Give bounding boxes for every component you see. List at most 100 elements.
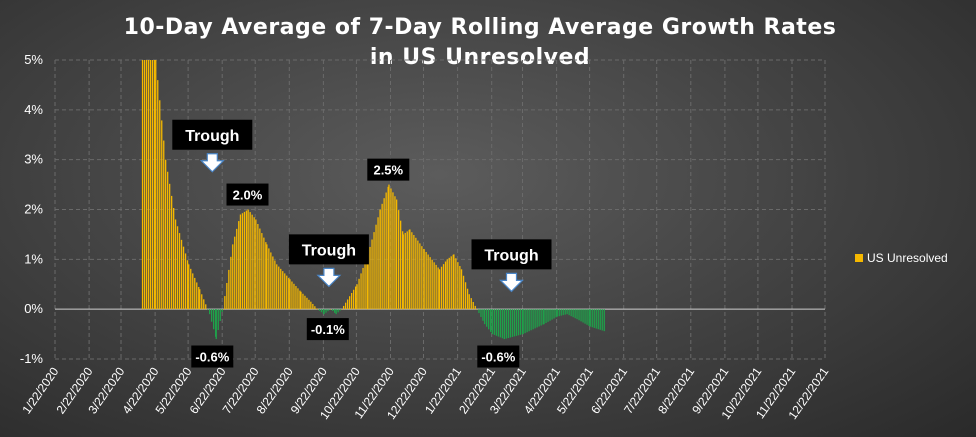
series-bar <box>511 309 514 337</box>
series-bar <box>161 120 163 310</box>
series-bar <box>497 309 499 337</box>
series-bar <box>396 199 398 310</box>
series-bar <box>243 211 246 310</box>
series-bar <box>221 309 223 312</box>
series-bar <box>528 309 530 332</box>
series-bar <box>198 286 200 310</box>
series-bar <box>472 301 474 310</box>
series-bar <box>265 242 267 310</box>
y-tick-label: 5% <box>24 52 43 67</box>
series-bar <box>238 221 240 310</box>
series-bar <box>549 309 551 321</box>
series-bar <box>291 281 293 310</box>
legend-swatch <box>855 254 863 262</box>
series-bar <box>339 309 341 311</box>
y-tick-label: 3% <box>24 152 43 167</box>
series-bar <box>230 256 232 310</box>
series-bar <box>196 282 198 310</box>
trough-callout-label: Trough <box>484 247 538 264</box>
series-bar <box>491 309 493 335</box>
series-bar <box>582 309 584 323</box>
series-bar <box>358 278 360 310</box>
series-bar <box>425 251 427 310</box>
series-bar <box>353 289 355 310</box>
data-label-box <box>191 345 234 368</box>
series-bar <box>522 309 524 335</box>
series-bar <box>325 309 327 313</box>
series-bar <box>545 309 547 323</box>
series-bar <box>542 309 544 325</box>
series-bar <box>453 254 455 310</box>
series-bar <box>572 309 574 318</box>
series-bar <box>402 234 404 310</box>
series-bar <box>543 309 545 325</box>
series-bar <box>323 309 325 315</box>
series-bar <box>314 306 316 310</box>
y-tick-label: 1% <box>24 251 43 266</box>
series-bar <box>141 60 144 310</box>
series-bar <box>499 309 501 338</box>
series-bar <box>169 183 171 310</box>
series-bar <box>163 140 165 310</box>
series-bar <box>526 309 528 333</box>
series-bar <box>524 309 526 334</box>
series-bar <box>318 309 321 311</box>
chart-title: 10-Day Average of 7-Day Rolling Average … <box>123 15 837 40</box>
series-bar <box>558 309 560 317</box>
series-bar <box>266 244 268 310</box>
series-bar <box>302 293 304 310</box>
series-bar <box>286 275 288 310</box>
series-bar <box>327 309 329 312</box>
series-bar <box>366 257 368 310</box>
data-label: 2.0% <box>233 188 263 203</box>
series-bar <box>247 209 249 310</box>
series-bar <box>484 309 486 325</box>
series-bar <box>562 309 564 316</box>
series-bar <box>173 207 175 310</box>
series-bar <box>390 188 392 310</box>
series-bar <box>381 203 383 310</box>
series-bar <box>308 299 310 310</box>
series-bar <box>213 309 215 330</box>
series-bar <box>282 271 284 310</box>
series-bar <box>316 308 318 310</box>
series-bar <box>203 299 205 310</box>
series-bar <box>482 309 484 321</box>
legend: US Unresolved <box>855 251 948 265</box>
series-bar <box>442 264 445 310</box>
series-bar <box>304 295 306 310</box>
series-bar <box>176 226 179 310</box>
series-bar <box>278 266 280 310</box>
series-bar <box>459 266 461 310</box>
series-bar <box>423 249 425 310</box>
series-bar <box>375 224 377 310</box>
series-bar <box>437 267 439 310</box>
series-bar <box>306 297 308 310</box>
series-bar <box>599 309 601 330</box>
series-bar <box>349 296 351 310</box>
series-bar <box>355 286 357 310</box>
series-bar <box>507 309 510 338</box>
series-bar <box>521 309 524 335</box>
series-bar <box>568 309 570 316</box>
series-bar <box>490 309 492 332</box>
series-bar <box>555 309 557 318</box>
series-bar <box>589 309 591 327</box>
series-bar <box>488 309 490 330</box>
series-bar <box>236 228 238 310</box>
series-bar <box>284 273 286 310</box>
series-bar <box>174 219 177 310</box>
series-bar <box>280 268 282 310</box>
series-bar <box>184 253 187 310</box>
series-bar <box>468 294 470 310</box>
series-bar <box>209 309 211 315</box>
series-bar <box>457 262 459 310</box>
series-bar <box>147 60 150 310</box>
series-bar <box>239 214 242 310</box>
y-tick-label: -1% <box>20 351 44 366</box>
series-bar <box>151 60 154 310</box>
series-bar <box>417 240 419 310</box>
series-bar <box>387 186 389 310</box>
series-bar <box>351 292 353 310</box>
